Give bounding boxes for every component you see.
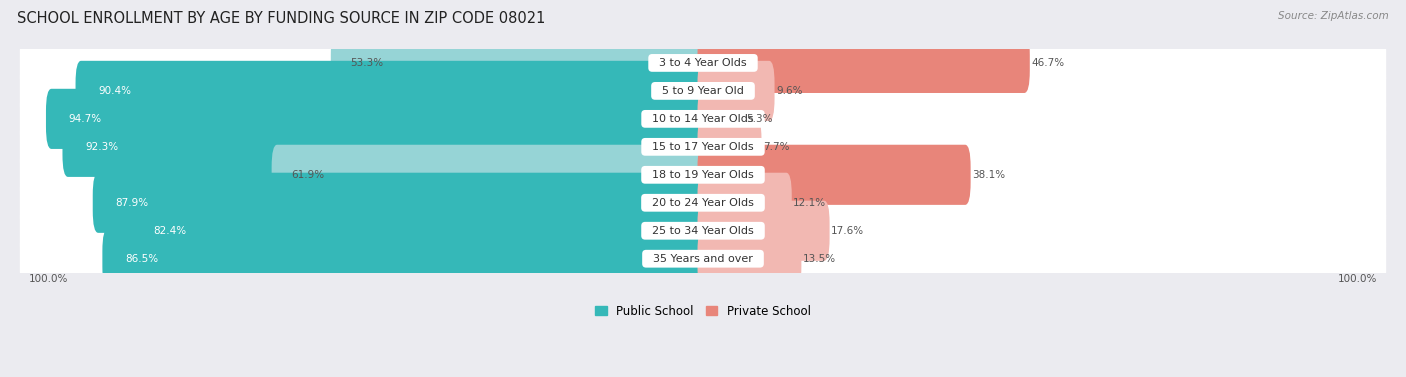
FancyBboxPatch shape [20, 154, 1386, 196]
Legend: Public School, Private School: Public School, Private School [591, 300, 815, 323]
Text: 3 to 4 Year Olds: 3 to 4 Year Olds [652, 58, 754, 68]
Text: 87.9%: 87.9% [115, 198, 149, 208]
Text: 12.1%: 12.1% [793, 198, 827, 208]
FancyBboxPatch shape [271, 145, 709, 205]
FancyBboxPatch shape [131, 201, 709, 261]
FancyBboxPatch shape [697, 173, 792, 233]
FancyBboxPatch shape [62, 117, 709, 177]
FancyBboxPatch shape [697, 201, 830, 261]
Text: 35 Years and over: 35 Years and over [647, 254, 759, 264]
FancyBboxPatch shape [697, 229, 801, 289]
FancyBboxPatch shape [20, 126, 1386, 167]
Text: SCHOOL ENROLLMENT BY AGE BY FUNDING SOURCE IN ZIP CODE 08021: SCHOOL ENROLLMENT BY AGE BY FUNDING SOUR… [17, 11, 546, 26]
Text: 10 to 14 Year Olds: 10 to 14 Year Olds [645, 114, 761, 124]
Text: 15 to 17 Year Olds: 15 to 17 Year Olds [645, 142, 761, 152]
FancyBboxPatch shape [20, 182, 1386, 224]
Text: 92.3%: 92.3% [86, 142, 118, 152]
FancyBboxPatch shape [20, 42, 1386, 84]
Text: Source: ZipAtlas.com: Source: ZipAtlas.com [1278, 11, 1389, 21]
FancyBboxPatch shape [697, 33, 1029, 93]
FancyBboxPatch shape [697, 145, 970, 205]
Text: 82.4%: 82.4% [153, 226, 187, 236]
Text: 53.3%: 53.3% [350, 58, 384, 68]
Text: 100.0%: 100.0% [1339, 274, 1378, 284]
Text: 7.7%: 7.7% [763, 142, 789, 152]
Text: 5.3%: 5.3% [747, 114, 773, 124]
Text: 9.6%: 9.6% [776, 86, 803, 96]
Text: 100.0%: 100.0% [28, 274, 67, 284]
Text: 38.1%: 38.1% [972, 170, 1005, 180]
Text: 61.9%: 61.9% [291, 170, 323, 180]
Text: 17.6%: 17.6% [831, 226, 865, 236]
Text: 86.5%: 86.5% [125, 254, 159, 264]
Text: 5 to 9 Year Old: 5 to 9 Year Old [655, 86, 751, 96]
FancyBboxPatch shape [330, 33, 709, 93]
FancyBboxPatch shape [20, 210, 1386, 251]
Text: 13.5%: 13.5% [803, 254, 837, 264]
FancyBboxPatch shape [20, 70, 1386, 112]
FancyBboxPatch shape [46, 89, 709, 149]
FancyBboxPatch shape [20, 238, 1386, 279]
FancyBboxPatch shape [697, 117, 762, 177]
Text: 46.7%: 46.7% [1031, 58, 1064, 68]
FancyBboxPatch shape [697, 61, 775, 121]
FancyBboxPatch shape [93, 173, 709, 233]
Text: 90.4%: 90.4% [98, 86, 131, 96]
Text: 18 to 19 Year Olds: 18 to 19 Year Olds [645, 170, 761, 180]
FancyBboxPatch shape [103, 229, 709, 289]
Text: 25 to 34 Year Olds: 25 to 34 Year Olds [645, 226, 761, 236]
FancyBboxPatch shape [20, 98, 1386, 139]
Text: 20 to 24 Year Olds: 20 to 24 Year Olds [645, 198, 761, 208]
Text: 94.7%: 94.7% [69, 114, 101, 124]
FancyBboxPatch shape [697, 89, 745, 149]
FancyBboxPatch shape [76, 61, 709, 121]
